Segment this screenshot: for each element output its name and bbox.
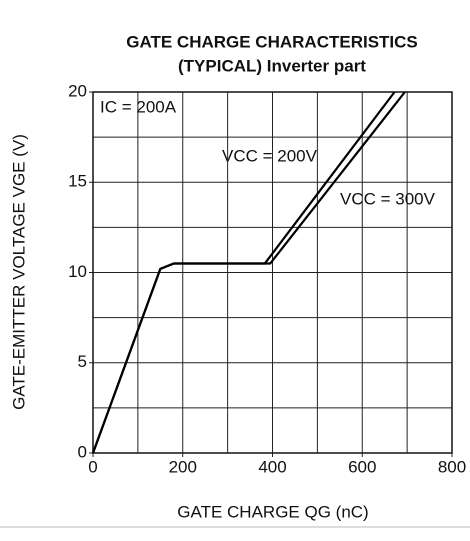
chart-title: GATE CHARGE CHARACTERISTICS <box>126 32 418 51</box>
annotation: VCC = 300V <box>340 189 436 208</box>
x-tick-label: 200 <box>169 457 197 476</box>
chart-subtitle: (TYPICAL) Inverter part <box>178 56 366 75</box>
x-tick-label: 0 <box>88 457 97 476</box>
x-tick-label: 600 <box>348 457 376 476</box>
annotation: VCC = 200V <box>222 146 318 165</box>
y-axis-label: GATE-EMITTER VOLTAGE VGE (V) <box>9 134 28 410</box>
x-tick-label: 400 <box>258 457 286 476</box>
y-tick-label: 20 <box>68 81 87 100</box>
y-tick-label: 5 <box>78 352 87 371</box>
x-tick-label: 800 <box>438 457 466 476</box>
series-line <box>91 91 406 454</box>
y-tick-label: 0 <box>78 442 87 461</box>
y-tick-label: 10 <box>68 262 87 281</box>
x-axis-label: GATE CHARGE QG (nC) <box>177 502 368 521</box>
y-tick-label: 15 <box>68 172 87 191</box>
